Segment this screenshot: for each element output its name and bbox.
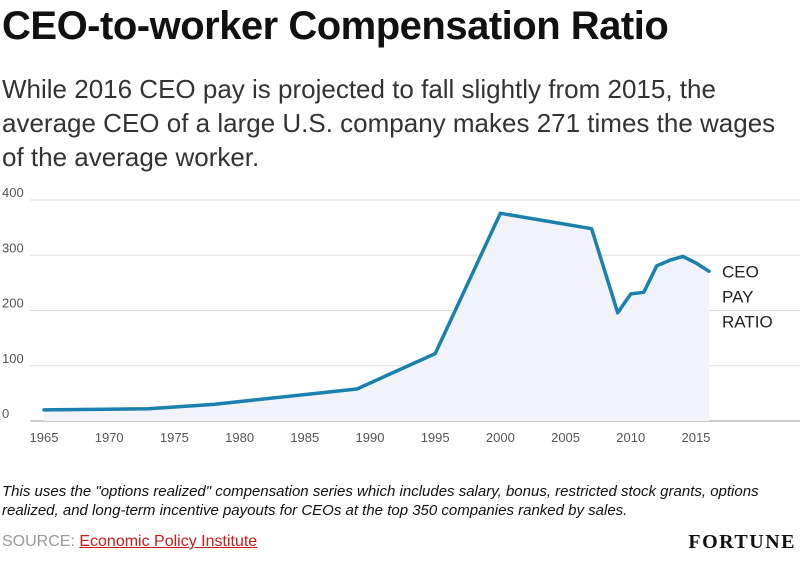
area-fill (44, 213, 709, 421)
x-tick-label: 1970 (95, 430, 124, 445)
x-tick-label: 1990 (356, 430, 385, 445)
y-tick-label: 300 (2, 240, 24, 255)
y-tick-label: 400 (2, 185, 24, 200)
x-tick-label: 1980 (225, 430, 254, 445)
x-tick-label: 2015 (681, 430, 710, 445)
x-tick-label: 2010 (616, 430, 645, 445)
chart-title: CEO-to-worker Compensation Ratio (2, 4, 669, 48)
series-label: CEO (722, 262, 759, 281)
footnote: This uses the "options realized" compens… (2, 483, 759, 519)
line-chart: 0 100 200 300 400 1965 1970 1975 1980 1985 1990 19… (2, 185, 800, 445)
x-tick-label: 1995 (421, 430, 450, 445)
source-line: SOURCE: Economic Policy Institute (2, 533, 257, 551)
y-tick-label: 0 (2, 406, 9, 421)
chart-subtitle: While 2016 CEO pay is projected to fall … (2, 74, 776, 172)
y-tick-label: 100 (2, 351, 24, 366)
series-label: PAY (722, 287, 754, 306)
source-prefix: SOURCE: (2, 533, 80, 550)
x-tick-label: 1965 (30, 430, 59, 445)
x-tick-label: 1975 (160, 430, 189, 445)
series-line (42, 211, 711, 412)
series-label: RATIO (722, 312, 773, 331)
x-tick-label: 1985 (290, 430, 319, 445)
source-link[interactable]: Economic Policy Institute (79, 533, 258, 550)
x-tick-label: 2000 (486, 430, 515, 445)
x-tick-label: 2005 (551, 430, 580, 445)
fortune-logo: FORTUNE (688, 531, 796, 553)
y-tick-label: 200 (2, 296, 24, 311)
